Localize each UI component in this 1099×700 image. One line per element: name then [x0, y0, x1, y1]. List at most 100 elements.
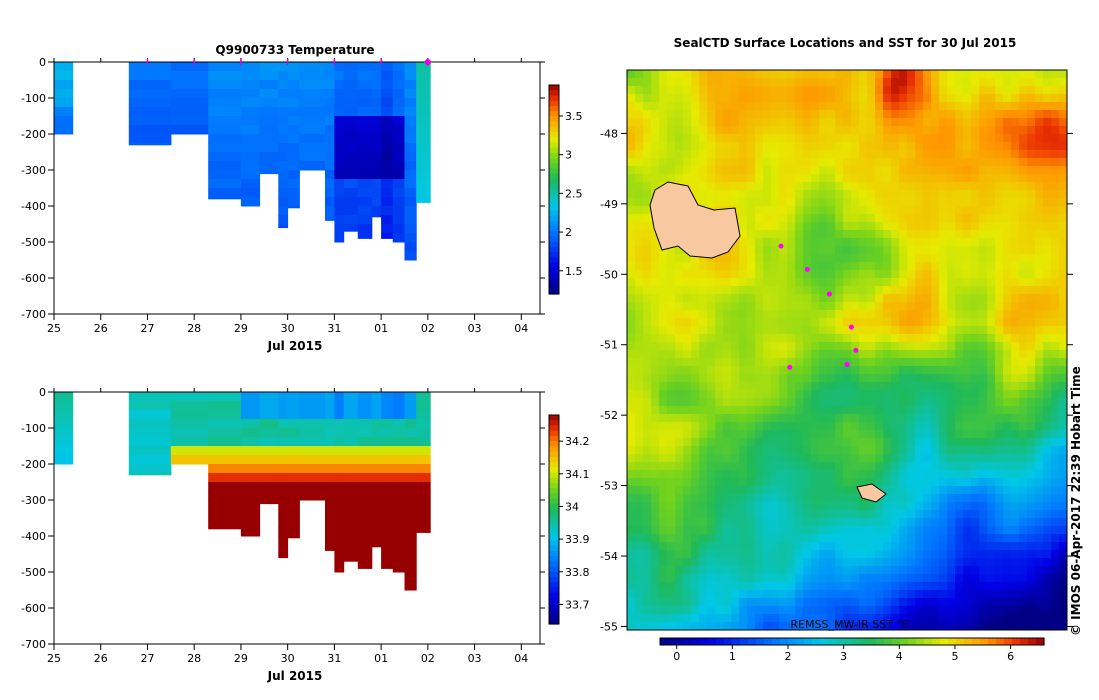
- colorbar-cell: [549, 241, 559, 248]
- sst-cell: [811, 230, 820, 239]
- sst-cell: [835, 294, 844, 303]
- section-cell: [357, 500, 373, 510]
- sst-cell: [699, 158, 708, 167]
- section-cell: [357, 527, 373, 537]
- sst-cell: [955, 350, 964, 359]
- section-cell: [208, 170, 242, 180]
- sst-cell: [947, 94, 956, 103]
- section-cell: [278, 473, 289, 483]
- sst-cell: [979, 390, 988, 399]
- sst-cell: [899, 534, 908, 543]
- sst-cell: [907, 598, 916, 607]
- section-cell: [392, 143, 405, 153]
- sst-cell: [835, 598, 844, 607]
- sst-cell: [699, 382, 708, 391]
- sst-cell: [731, 190, 740, 199]
- sst-cell: [1019, 598, 1028, 607]
- colorbar-cell: [549, 618, 559, 625]
- section-cell: [416, 188, 431, 198]
- sst-cell: [1059, 166, 1067, 175]
- colorbar-cell: [549, 126, 559, 133]
- sst-cell: [731, 486, 740, 495]
- sst-cell: [675, 366, 684, 375]
- sst-cell: [699, 278, 708, 287]
- sst-cell: [811, 326, 820, 335]
- section-cell: [381, 224, 394, 234]
- sst-cell: [627, 438, 636, 447]
- sst-cell: [771, 502, 780, 511]
- sst-cell: [907, 350, 916, 359]
- sst-cell: [827, 190, 836, 199]
- section-cell: [259, 62, 279, 72]
- sst-cell: [811, 438, 820, 447]
- sst-cell: [779, 342, 788, 351]
- sst-cell: [1051, 294, 1060, 303]
- sst-cell: [915, 534, 924, 543]
- sst-cell: [907, 294, 916, 303]
- sst-cell: [795, 166, 804, 175]
- sst-cell: [899, 622, 908, 630]
- sst-cell: [779, 198, 788, 207]
- sst-cell: [643, 454, 652, 463]
- sst-cell: [739, 334, 748, 343]
- sst-cell: [955, 558, 964, 567]
- section-cell: [334, 98, 345, 108]
- sst-cell: [947, 182, 956, 191]
- sst-cell: [651, 366, 660, 375]
- colorbar-cell: [549, 441, 559, 447]
- sst-cell: [675, 414, 684, 423]
- sst-cell: [755, 254, 764, 263]
- sst-cell: [683, 382, 692, 391]
- sst-cell: [627, 270, 636, 279]
- sst-cell: [1059, 342, 1067, 351]
- sst-cell: [699, 270, 708, 279]
- sst-cell: [803, 518, 812, 527]
- sst-cell: [995, 406, 1004, 415]
- sst-cell: [851, 454, 860, 463]
- sst-colorbar-cell: [732, 638, 741, 645]
- sst-cell: [859, 406, 868, 415]
- sst-cell: [819, 566, 828, 575]
- sst-cell: [683, 126, 692, 135]
- sst-cell: [1043, 462, 1052, 471]
- section-cell: [357, 134, 373, 144]
- sst-cell: [907, 318, 916, 327]
- sst-cell: [635, 206, 644, 215]
- sst-cell: [795, 502, 804, 511]
- profile-marker: [423, 58, 432, 66]
- sst-cell: [699, 518, 708, 527]
- sst-cell: [907, 430, 916, 439]
- sst-cell: [851, 94, 860, 103]
- sst-cell: [627, 230, 636, 239]
- section-cell: [392, 545, 405, 555]
- sst-cell: [883, 406, 892, 415]
- sst-cell: [867, 262, 876, 271]
- section-cell: [392, 197, 405, 207]
- section-cell: [416, 71, 431, 81]
- sst-cell: [803, 102, 812, 111]
- sst-cell: [763, 110, 772, 119]
- section-cell: [170, 62, 209, 72]
- sst-cell: [787, 438, 796, 447]
- sst-cell: [835, 238, 844, 247]
- sst-cell: [963, 214, 972, 223]
- section-cell: [170, 125, 209, 135]
- sst-cell: [675, 582, 684, 591]
- sst-colorbar-cell: [708, 638, 717, 645]
- sst-cell: [1019, 350, 1028, 359]
- sst-cell: [755, 366, 764, 375]
- section-cell: [381, 410, 394, 420]
- sst-cell: [971, 566, 980, 575]
- section-cell: [416, 89, 431, 99]
- sst-cell: [771, 302, 780, 311]
- sst-cell: [859, 302, 868, 311]
- x-tick-label: 02: [421, 652, 435, 665]
- sst-cell: [715, 414, 724, 423]
- sst-cell: [635, 70, 644, 79]
- sst-cell: [875, 558, 884, 567]
- section-cell: [381, 473, 394, 483]
- sst-cell: [915, 550, 924, 559]
- sst-cell: [835, 542, 844, 551]
- sst-cell: [987, 502, 996, 511]
- sst-cell: [987, 374, 996, 383]
